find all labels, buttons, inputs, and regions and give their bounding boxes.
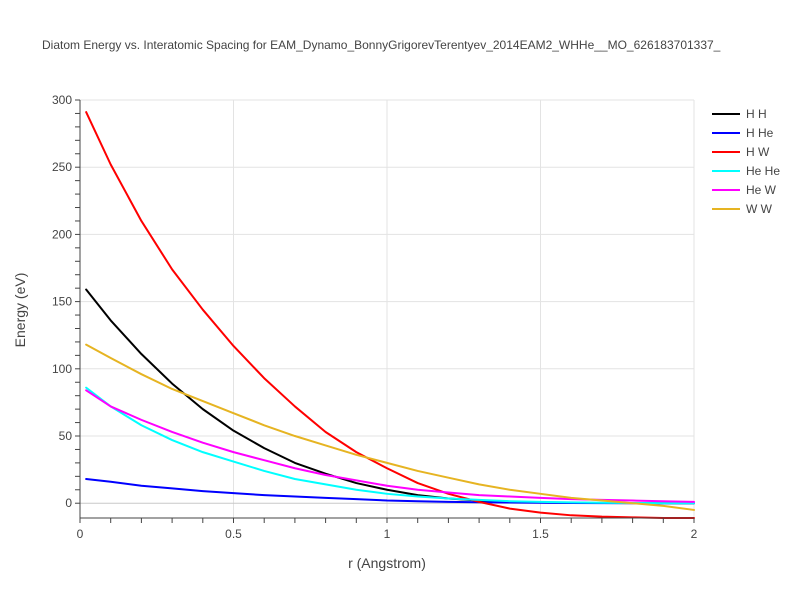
legend-item-h-w[interactable]: H W [712, 145, 770, 159]
x-tick-label: 2 [691, 527, 698, 541]
series-lines [85, 111, 695, 519]
legend-label: He He [746, 164, 780, 178]
series-line-h-h [85, 288, 695, 505]
legend-item-h-h[interactable]: H H [712, 107, 767, 121]
y-tick-label: 150 [52, 295, 72, 309]
x-tick-label: 0 [77, 527, 84, 541]
y-axis-title: Energy (eV) [12, 273, 28, 348]
y-tick-label: 100 [52, 362, 72, 376]
legend[interactable]: H H H He H W He He He W W W [712, 107, 780, 216]
grid-lines [80, 99, 695, 518]
legend-item-he-he[interactable]: He He [712, 164, 780, 178]
legend-item-h-he[interactable]: H He [712, 126, 774, 140]
series-line-he-w [85, 389, 695, 503]
series-line-he-he [85, 386, 695, 505]
y-tick-label: 0 [65, 496, 72, 510]
legend-label: H H [746, 107, 767, 121]
series-line-w-w [85, 343, 695, 511]
legend-label: H He [746, 126, 774, 140]
legend-label: W W [746, 202, 773, 216]
x-tick-label: 0.5 [225, 527, 242, 541]
legend-item-he-w[interactable]: He W [712, 183, 777, 197]
x-tick-label: 1 [384, 527, 391, 541]
axes: 0 0.5 1 1.5 2 0 50 100 150 200 250 300 [52, 93, 698, 541]
y-tick-label: 300 [52, 93, 72, 107]
y-tick-label: 50 [59, 429, 73, 443]
legend-label: He W [746, 183, 777, 197]
y-tick-label: 250 [52, 160, 72, 174]
legend-label: H W [746, 145, 770, 159]
x-axis-title: r (Angstrom) [348, 555, 426, 571]
series-line-h-w [85, 111, 695, 519]
legend-item-w-w[interactable]: W W [712, 202, 773, 216]
chart-title: Diatom Energy vs. Interatomic Spacing fo… [42, 38, 721, 52]
x-tick-label: 1.5 [532, 527, 549, 541]
y-tick-label: 200 [52, 227, 72, 241]
